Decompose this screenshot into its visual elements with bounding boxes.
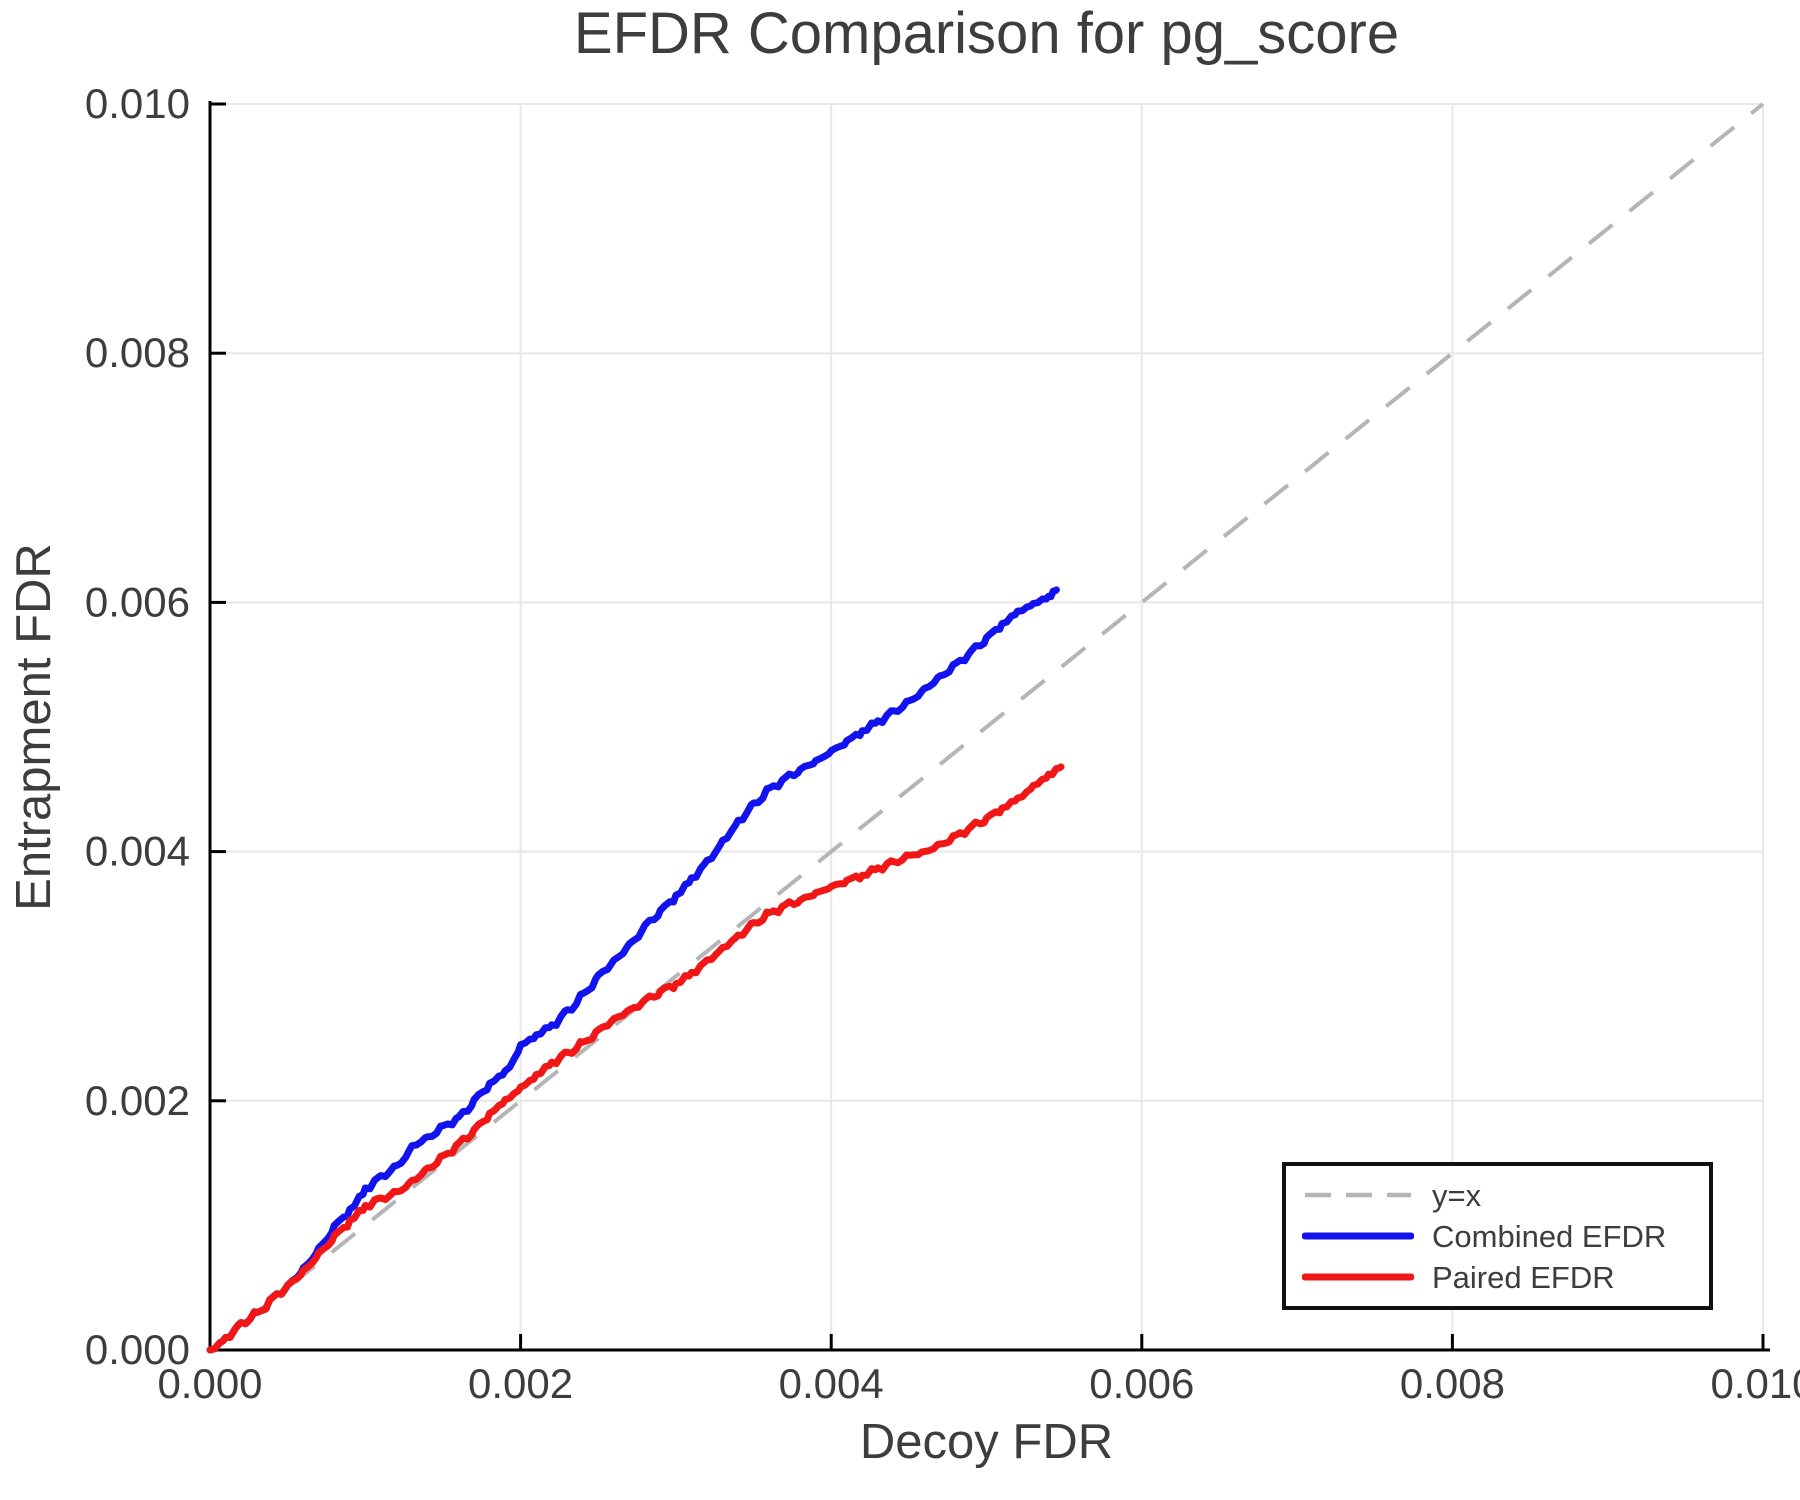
legend-paired-line-sample <box>1302 1273 1414 1281</box>
legend-item: Paired EFDR <box>1302 1258 1709 1296</box>
svg-text:0.002: 0.002 <box>85 1077 190 1124</box>
legend-label: Combined EFDR <box>1432 1218 1667 1254</box>
tick-labels: 0.000 0.002 0.004 0.006 0.008 0.010 0.000 0.002… <box>85 80 1800 1407</box>
svg-text:0.010: 0.010 <box>1710 1360 1800 1407</box>
legend: y=x Combined EFDR Paired EFDR <box>1282 1162 1713 1310</box>
chart-title: EFDR Comparison for pg_score <box>573 1 1400 66</box>
legend-item: y=x <box>1302 1176 1709 1214</box>
svg-text:0.008: 0.008 <box>85 329 190 376</box>
legend-label: y=x <box>1432 1177 1482 1213</box>
svg-text:0.006: 0.006 <box>85 578 190 625</box>
legend-label: Paired EFDR <box>1432 1259 1615 1295</box>
axis-spines-and-ticks <box>208 101 1770 1352</box>
legend-item: Combined EFDR <box>1302 1217 1709 1255</box>
legend-combined-line-sample <box>1302 1232 1414 1240</box>
svg-text:0.000: 0.000 <box>157 1360 262 1407</box>
svg-text:0.004: 0.004 <box>85 828 190 875</box>
y-axis-label: Entrapment FDR <box>7 543 61 911</box>
svg-text:0.004: 0.004 <box>779 1360 884 1407</box>
svg-text:0.002: 0.002 <box>468 1360 573 1407</box>
x-axis-label: Decoy FDR <box>859 1415 1114 1469</box>
series-lines <box>206 102 1765 1354</box>
svg-text:0.000: 0.000 <box>85 1326 190 1373</box>
svg-text:0.010: 0.010 <box>85 80 190 127</box>
legend-dashed-line-sample <box>1305 1192 1411 1198</box>
svg-text:0.006: 0.006 <box>1089 1360 1194 1407</box>
svg-text:0.008: 0.008 <box>1400 1360 1505 1407</box>
